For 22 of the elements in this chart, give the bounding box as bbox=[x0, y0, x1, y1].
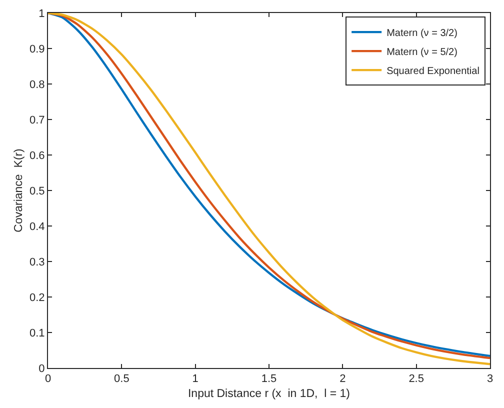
y-tick-label: 0.7 bbox=[30, 114, 45, 126]
y-tick-label: 0.6 bbox=[30, 150, 45, 162]
y-tick-label: 0 bbox=[38, 362, 45, 375]
y-tick-label: 0.3 bbox=[30, 256, 45, 268]
y-tick-label: 0.5 bbox=[30, 185, 45, 198]
legend-label: Matern (ν = 3/2) bbox=[386, 28, 458, 39]
x-tick-label: 2.5 bbox=[408, 373, 424, 386]
y-tick-label: 0.9 bbox=[30, 43, 45, 56]
y-tick-label: 0.8 bbox=[30, 78, 45, 91]
x-axis-title: Input Distance r (x in 1D, l = 1) bbox=[188, 388, 350, 400]
y-tick-label: 0.2 bbox=[30, 292, 45, 304]
x-tick-label: 1.5 bbox=[261, 373, 277, 386]
y-tick-label: 0.1 bbox=[30, 327, 45, 340]
x-tick-label: 2 bbox=[340, 373, 346, 386]
x-tick-label: 1 bbox=[192, 373, 198, 386]
y-tick-label: 1 bbox=[38, 8, 45, 20]
x-tick-label: 0.5 bbox=[114, 373, 130, 386]
x-tick-label: 3 bbox=[486, 373, 494, 386]
y-tick-label: 0.4 bbox=[30, 220, 45, 233]
legend-label: Squared Exponential bbox=[386, 66, 480, 77]
legend-label: Matern (ν = 5/2) bbox=[386, 46, 458, 58]
y-axis-title: Covariance K(r) bbox=[12, 148, 25, 232]
